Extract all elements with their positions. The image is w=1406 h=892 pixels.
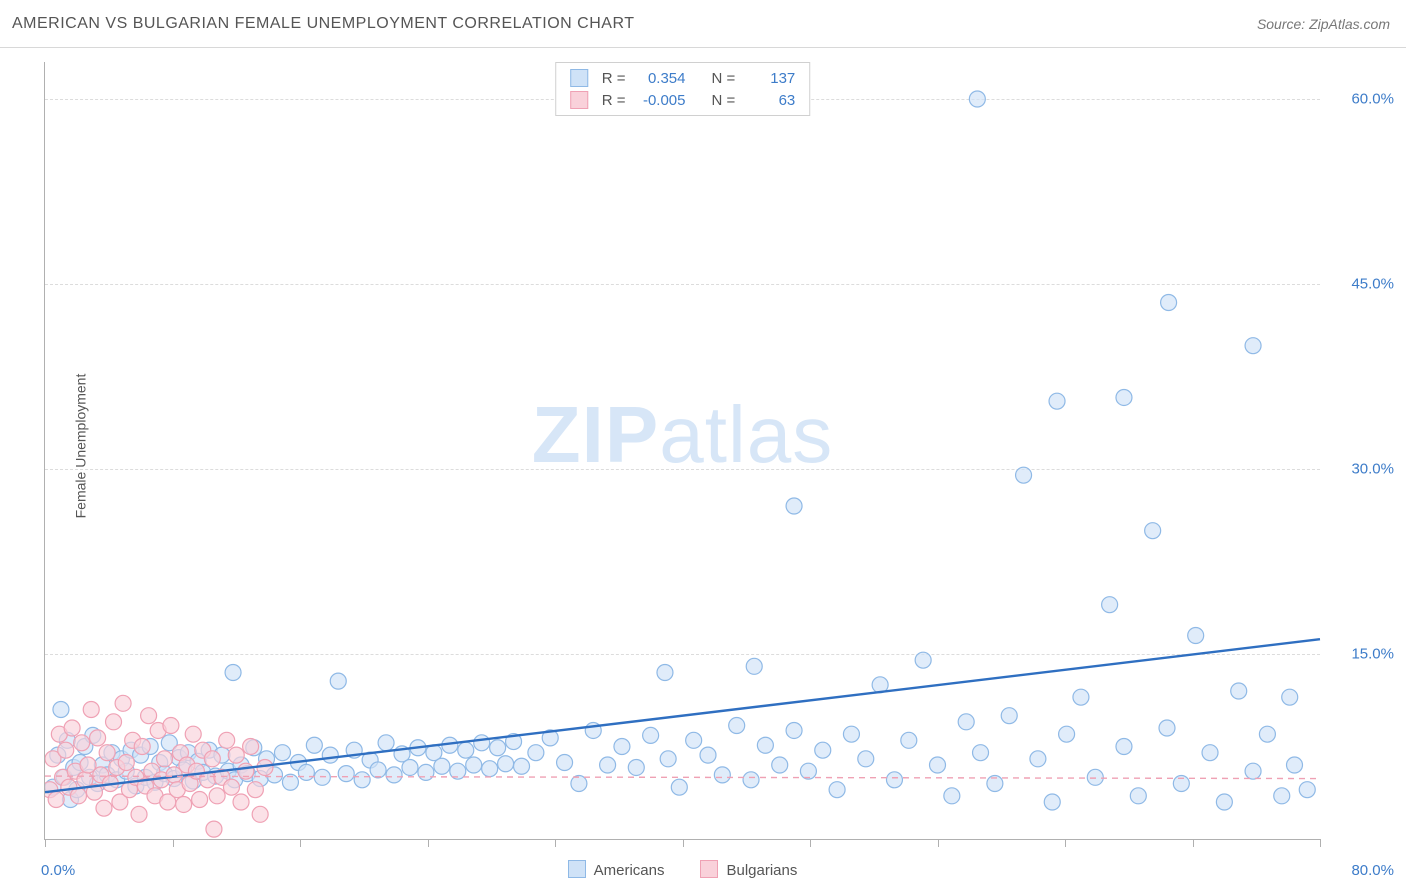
chart-title: AMERICAN VS BULGARIAN FEMALE UNEMPLOYMEN… bbox=[12, 15, 635, 33]
x-tick bbox=[428, 839, 429, 847]
x-tick bbox=[300, 839, 301, 847]
legend-r-label: R = bbox=[602, 92, 626, 109]
x-tick bbox=[45, 839, 46, 847]
legend-n-label: N = bbox=[712, 92, 736, 109]
x-tick bbox=[683, 839, 684, 847]
y-tick-label: 60.0% bbox=[1330, 91, 1394, 108]
legend-r-label: R = bbox=[602, 70, 626, 87]
source-link[interactable]: ZipAtlas.com bbox=[1309, 16, 1390, 32]
legend-swatch bbox=[570, 91, 588, 109]
series-legend-label: Americans bbox=[594, 862, 665, 879]
legend-n-value: 137 bbox=[741, 70, 795, 87]
trend-line bbox=[45, 776, 1320, 778]
correlation-legend: R = 0.354 N = 137 R = -0.005 N = 63 bbox=[555, 62, 811, 116]
series-legend-item: Bulgarians bbox=[700, 860, 797, 879]
x-max-label: 80.0% bbox=[1330, 862, 1394, 879]
legend-r-value: -0.005 bbox=[632, 92, 686, 109]
legend-row: R = -0.005 N = 63 bbox=[556, 89, 810, 111]
x-tick bbox=[1320, 839, 1321, 847]
legend-n-label: N = bbox=[712, 70, 736, 87]
x-tick bbox=[938, 839, 939, 847]
source-attribution: Source: ZipAtlas.com bbox=[1257, 16, 1390, 32]
trend-line bbox=[45, 639, 1320, 792]
legend-swatch bbox=[570, 69, 588, 87]
legend-row: R = 0.354 N = 137 bbox=[556, 67, 810, 89]
series-legend-label: Bulgarians bbox=[726, 862, 797, 879]
x-tick bbox=[1193, 839, 1194, 847]
x-tick bbox=[173, 839, 174, 847]
x-tick bbox=[810, 839, 811, 847]
x-tick bbox=[555, 839, 556, 847]
x-tick bbox=[1065, 839, 1066, 847]
y-tick-label: 30.0% bbox=[1330, 461, 1394, 478]
y-tick-label: 15.0% bbox=[1330, 646, 1394, 663]
y-tick-label: 45.0% bbox=[1330, 276, 1394, 293]
legend-r-value: 0.354 bbox=[632, 70, 686, 87]
trend-lines-layer bbox=[45, 62, 1320, 839]
legend-swatch bbox=[568, 860, 586, 878]
legend-n-value: 63 bbox=[741, 92, 795, 109]
plot-frame: ZIPatlas R =0.354N =137R =-0.005N =63 0.… bbox=[44, 62, 1320, 840]
legend-swatch bbox=[700, 860, 718, 878]
chart-header: AMERICAN VS BULGARIAN FEMALE UNEMPLOYMEN… bbox=[0, 0, 1406, 48]
source-prefix: Source: bbox=[1257, 16, 1309, 32]
plot-area: ZIPatlas R =0.354N =137R =-0.005N =63 0.… bbox=[44, 62, 1320, 840]
series-legend: Americans Bulgarians bbox=[45, 860, 1320, 879]
series-legend-item: Americans bbox=[568, 860, 665, 879]
